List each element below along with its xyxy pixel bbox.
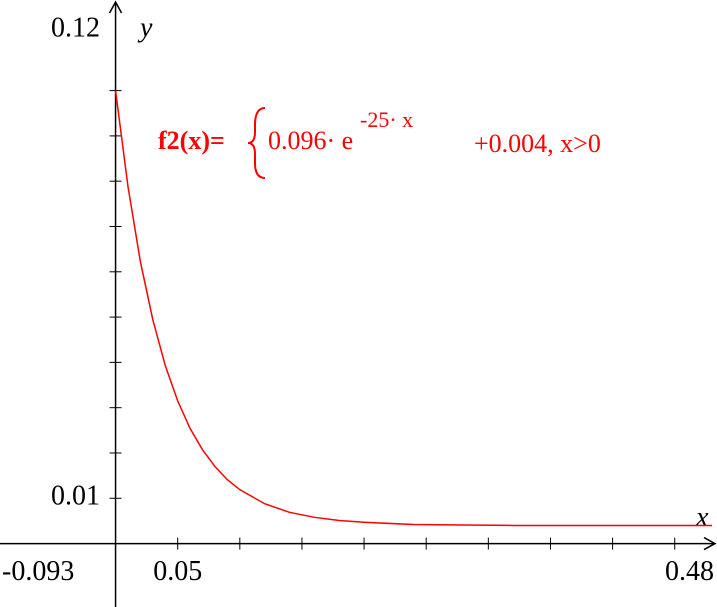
curve <box>114 90 712 527</box>
x-tick-label: -0.093 <box>2 556 74 587</box>
annotation-name: f2(x)= <box>158 126 225 155</box>
brace <box>247 107 266 179</box>
annotation-tail: +0.004, x>0 <box>474 129 601 158</box>
x-tick-label: 0.05 <box>153 556 202 587</box>
y-tick-label: 0.01 <box>51 481 100 512</box>
x-axis-label: x <box>695 502 709 533</box>
x-arrow <box>703 536 717 551</box>
x-tick-label: 0.48 <box>665 556 714 587</box>
y-axis-label: y <box>137 12 153 43</box>
annotation: f2(x)= 0.096· e -25· x +0.004, x>0 <box>158 105 601 158</box>
annotation-base: 0.096· e <box>268 126 353 155</box>
y-tick-label: 0.12 <box>51 12 100 43</box>
annotation-exponent: -25· x <box>360 107 413 132</box>
y-arrow <box>108 0 123 14</box>
